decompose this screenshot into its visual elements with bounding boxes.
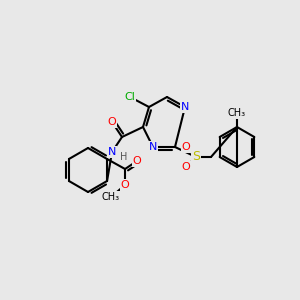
Text: N: N (108, 147, 116, 157)
Text: CH₃: CH₃ (102, 192, 120, 202)
Text: O: O (133, 156, 141, 166)
Text: O: O (121, 180, 129, 190)
Text: S: S (192, 151, 200, 164)
Text: N: N (181, 102, 189, 112)
Text: O: O (182, 162, 190, 172)
Text: H: H (120, 152, 128, 162)
Text: CH₃: CH₃ (228, 108, 246, 118)
Text: Cl: Cl (124, 92, 135, 102)
Text: O: O (108, 117, 116, 127)
Text: O: O (182, 142, 190, 152)
Text: N: N (149, 142, 157, 152)
